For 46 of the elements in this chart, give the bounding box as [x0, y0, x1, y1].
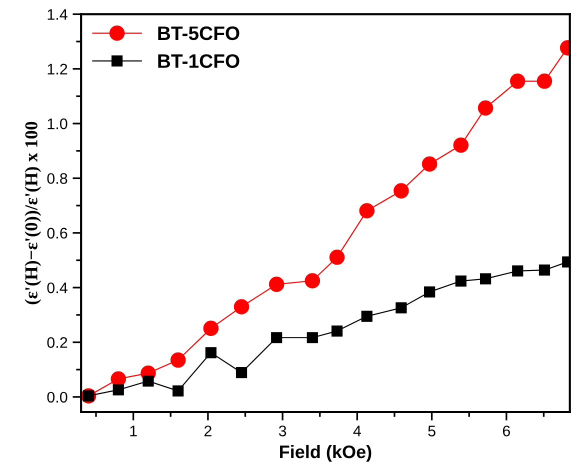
point [329, 250, 345, 265]
point [396, 302, 407, 314]
point [271, 332, 282, 344]
y-tick-label: 1.4 [48, 9, 68, 20]
y-tick-label: 0.0 [47, 392, 68, 403]
point [304, 273, 320, 288]
x-tick-label: 1 [130, 426, 137, 436]
point [538, 264, 550, 276]
point [142, 376, 154, 387]
legend-label: BT-5CFO [158, 26, 240, 40]
y-tick-label: 0.8 [47, 173, 68, 184]
point [331, 326, 343, 337]
point [453, 138, 469, 153]
point [512, 265, 524, 276]
point [112, 384, 124, 396]
point [203, 320, 219, 336]
x-tick-label: 4 [353, 426, 361, 436]
point [455, 275, 466, 287]
y-tick-label: 1.2 [48, 64, 68, 74]
y-tick-label: 0.4 [47, 282, 68, 294]
y-tick-label: 0.2 [47, 337, 68, 348]
y-tick-label: 1.0 [48, 118, 68, 130]
point [422, 156, 438, 172]
point [170, 352, 186, 368]
point [510, 74, 526, 89]
x-tick-label: 6 [502, 426, 510, 436]
y-axis-title: (ε'(H)−ε'(0))/ε'(H) x 100 [24, 122, 42, 304]
x-tick-label: 2 [204, 426, 212, 436]
point [394, 183, 409, 198]
point [236, 367, 248, 378]
point [306, 332, 318, 344]
point [480, 273, 492, 284]
point [205, 347, 216, 358]
point [361, 310, 372, 322]
point [268, 276, 284, 292]
y-tick-label: 0.6 [47, 228, 68, 239]
legend-label: BT-1CFO [158, 54, 240, 68]
point [359, 203, 375, 218]
point [424, 286, 436, 298]
point [478, 100, 494, 116]
point [536, 74, 552, 89]
x-tick-label: 5 [428, 426, 436, 436]
point [234, 299, 250, 314]
point [172, 385, 184, 396]
x-axis-title: Field (kOe) [280, 444, 372, 462]
x-tick-label: 3 [278, 426, 286, 436]
